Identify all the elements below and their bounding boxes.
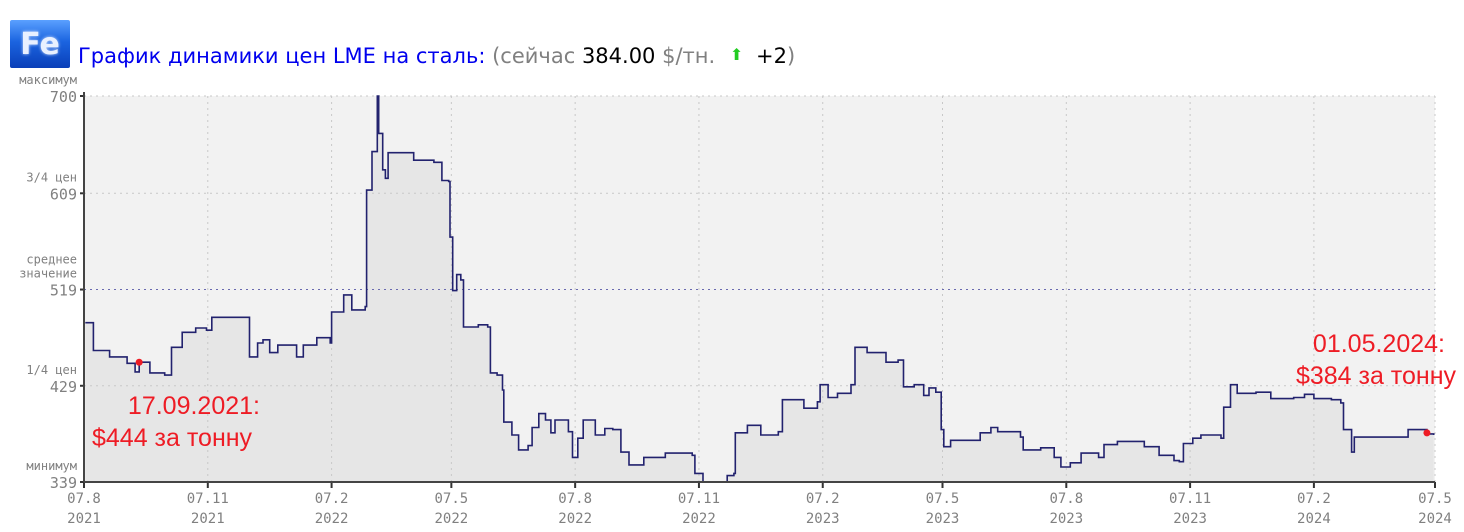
chart-header: График динамики цен LME на сталь: (сейча… [78,44,795,68]
now-label: (сейчас [492,44,576,68]
x-tick-year: 2024 [1297,511,1331,527]
annotation-price: $444 за тонну [92,424,253,452]
y-tick-caption: максимум [19,73,77,87]
y-tick-caption: 3/4 цен [26,170,77,184]
x-tick-year: 2023 [806,511,840,527]
x-tick-label: 07.2 [1297,491,1331,507]
price-change: +2 [755,44,787,68]
annotation-price: $384 за тонну [1296,362,1457,390]
annotation-date: 17.09.2021: [128,392,260,420]
x-tick-year: 2023 [1049,511,1083,527]
chart-title[interactable]: График динамики цен LME на сталь: [78,44,486,68]
x-tick-label: 07.2 [806,491,840,507]
arrow-up-icon: ⬆ [729,45,744,64]
y-tick-label: 700 [50,88,77,106]
annotation-marker [1423,429,1431,437]
x-tick-year: 2022 [682,511,716,527]
y-tick-caption: среднее [26,253,77,267]
x-tick-year: 2021 [67,511,101,527]
y-tick-label: 609 [50,185,77,203]
x-tick-label: 07.11 [678,491,720,507]
y-tick-caption: значение [19,267,77,281]
x-tick-year: 2021 [191,511,225,527]
y-tick-label: 339 [50,474,77,492]
y-tick-label: 429 [50,378,77,396]
fe-logo: Fe [10,20,70,68]
x-tick-year: 2024 [1418,511,1452,527]
x-tick-label: 07.5 [926,491,960,507]
current-price: 384.00 [581,44,656,68]
x-tick-label: 07.11 [1169,491,1211,507]
price-area [85,96,1434,482]
x-tick-year: 2022 [558,511,592,527]
y-tick-caption: минимум [26,459,77,473]
annotation-marker [135,358,143,366]
x-tick-label: 07.5 [1418,491,1452,507]
price-unit: $/тн. [662,44,716,68]
x-tick-year: 2022 [434,511,468,527]
x-tick-label: 07.11 [187,491,229,507]
close-paren: ) [786,44,796,68]
x-tick-label: 07.8 [67,491,101,507]
x-tick-label: 07.8 [558,491,592,507]
x-tick-year: 2022 [315,511,349,527]
y-tick-label: 519 [50,282,77,300]
y-tick-caption: 1/4 цен [26,363,77,377]
annotation-date: 01.05.2024: [1313,330,1445,358]
x-tick-year: 2023 [926,511,960,527]
x-tick-label: 07.5 [434,491,468,507]
price-line [85,95,1435,483]
x-tick-label: 07.2 [315,491,349,507]
x-tick-year: 2023 [1173,511,1207,527]
x-tick-label: 07.8 [1049,491,1083,507]
